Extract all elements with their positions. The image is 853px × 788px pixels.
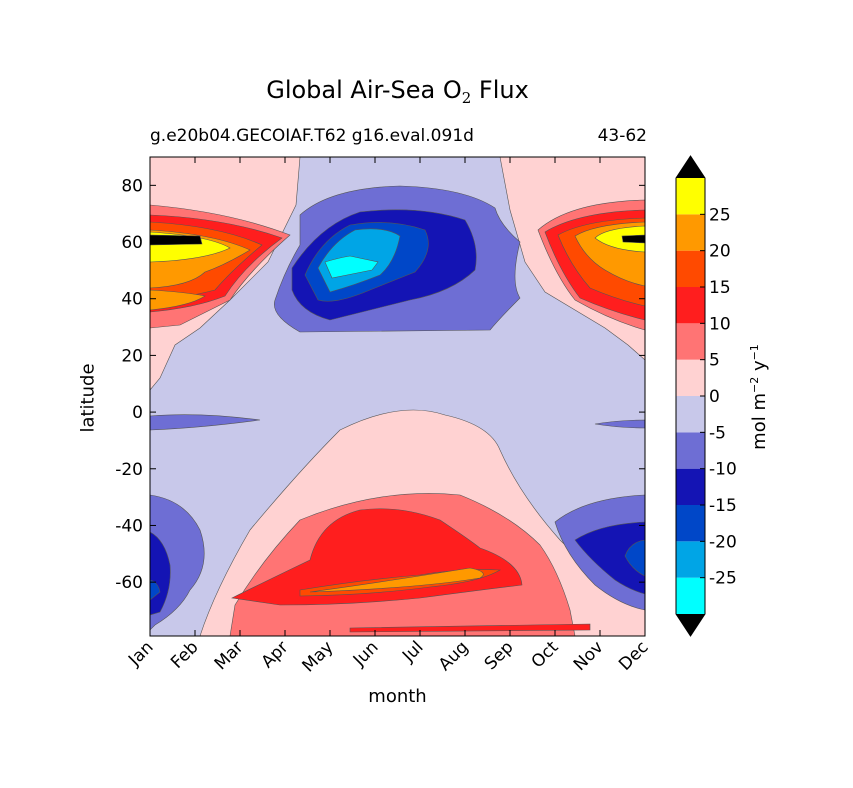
colorbar-swatch (676, 250, 705, 287)
plot-frame (149, 156, 646, 637)
y-tick-label: 40 (121, 290, 143, 310)
y-tick-label: 60 (121, 233, 143, 253)
colorbar-tick-label: -20 (709, 532, 737, 552)
colorbar-swatch (676, 359, 705, 396)
colorbar-tick-label: -10 (709, 460, 737, 480)
colorbar-tick-label: 15 (709, 278, 731, 298)
x-tick-label: Mar (211, 637, 248, 674)
x-axis-label: month (368, 686, 427, 707)
x-tick-label: Aug (435, 637, 473, 675)
sh-uptake-jan-15 (150, 579, 161, 601)
y-tick-label: 80 (121, 176, 143, 196)
y-tick-label: 20 (121, 346, 143, 366)
colorbar-tick-label: -15 (709, 496, 737, 516)
equator-uptake-left (150, 414, 261, 431)
y-tick-label: 0 (132, 403, 143, 423)
colorbar-over-arrow (676, 156, 705, 178)
colorbar-swatch (676, 541, 705, 578)
x-tick-label: Apr (258, 637, 293, 672)
colorbar-swatch (676, 287, 705, 324)
y-tick-label: -60 (115, 573, 143, 593)
chart-subtitle-years: 43-62 (597, 126, 647, 146)
chart-subtitle-case: g.e20b04.GECOIAF.T62 g16.eval.091d (150, 126, 474, 146)
y-tick-label: -40 (115, 516, 143, 536)
nh-uptake-25 (324, 255, 379, 279)
sh-bottom-strip (349, 623, 591, 633)
colorbar-frame (675, 155, 706, 637)
x-tick-label: May (299, 637, 338, 676)
colorbar-swatch (676, 214, 705, 251)
x-tick-label: Nov (570, 637, 608, 675)
colorbar-swatch (676, 396, 705, 433)
jan-band-over (150, 234, 203, 246)
x-tick-label: Jan (124, 637, 157, 670)
colorbar-tick-label: 5 (709, 351, 720, 371)
colorbar: 25 20 15 10 5 0 -5 -10 -15 -20 -25 (675, 155, 737, 637)
colorbar-tick-label: -5 (709, 423, 726, 443)
x-tick-label: Jun (349, 637, 383, 671)
colorbar-swatch (676, 432, 705, 469)
y-axis: 80 60 40 20 0 -20 -40 -60 (115, 176, 645, 593)
x-tick-label: Feb (167, 637, 202, 672)
colorbar-under-arrow (676, 614, 705, 636)
x-tick-label: Oct (528, 637, 563, 672)
colorbar-tick-label: 25 (709, 205, 731, 225)
colorbar-swatch (676, 577, 705, 614)
y-tick-label: -20 (115, 460, 143, 480)
colorbar-swatch (676, 178, 705, 215)
colorbar-tick-label: 0 (709, 387, 720, 407)
sh-uptake-dec-10 (574, 521, 645, 595)
dec-band-25 (594, 225, 645, 253)
dec-band-over (621, 234, 645, 244)
x-tick-label: Jul (398, 637, 427, 666)
colorbar-tick-label: 20 (709, 242, 731, 262)
colorbar-tick-label: -25 (709, 569, 737, 589)
chart-title: Global Air-Sea O2 Flux (266, 76, 529, 107)
colorbar-swatch (676, 468, 705, 505)
colorbar-tick-label: 10 (709, 314, 731, 334)
equator-uptake-right (594, 419, 645, 429)
sh-band-20 (309, 567, 484, 593)
x-tick-label: Sep (481, 637, 518, 674)
colorbar-swatch (676, 323, 705, 360)
colorbar-swatch (676, 505, 705, 542)
contour-field (150, 157, 645, 636)
sh-uptake-dec-15 (624, 539, 645, 577)
x-tick-label: Dec (615, 637, 652, 674)
jan-band-20-lower (150, 289, 206, 311)
